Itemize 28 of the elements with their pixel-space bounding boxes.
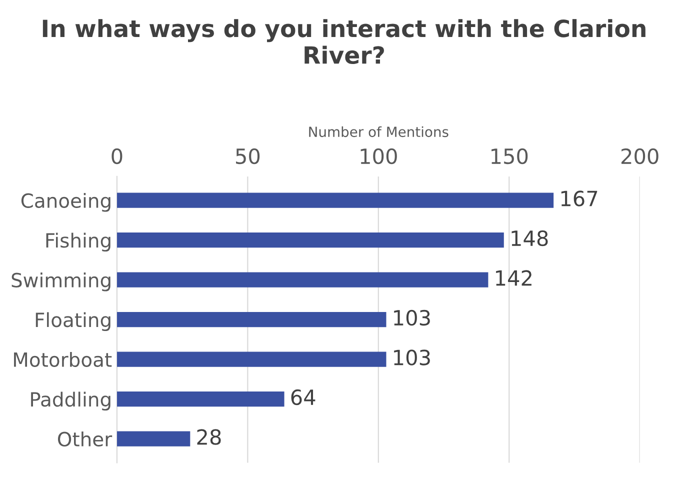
x-tick-label: 150 — [492, 148, 528, 164]
bar — [116, 312, 386, 328]
data-label: 103 — [394, 350, 430, 366]
y-tick-label: Floating — [36, 312, 110, 332]
data-label: 28 — [197, 429, 221, 445]
bar — [116, 272, 488, 288]
x-axis-title: Number of Mentions — [309, 126, 448, 138]
bar — [116, 352, 386, 367]
data-label: 148 — [512, 230, 548, 246]
bar — [116, 431, 190, 446]
y-tick-label: Swimming — [12, 272, 110, 292]
data-label: 103 — [394, 310, 430, 326]
x-tick-label: 0 — [112, 148, 122, 164]
y-tick-label: Paddling — [31, 392, 110, 411]
y-tick-label: Canoeing — [21, 192, 110, 212]
bar — [116, 232, 504, 248]
bar — [116, 192, 554, 208]
x-tick-label: 50 — [236, 148, 260, 164]
data-label: 142 — [496, 270, 532, 286]
bar — [116, 392, 284, 407]
data-label: 64 — [291, 389, 316, 406]
x-tick-label: 200 — [621, 148, 658, 164]
y-tick-label: Motorboat — [14, 352, 112, 368]
y-tick-label: Other — [58, 431, 112, 447]
x-tick-label: 100 — [360, 148, 397, 164]
chart-title: In what ways do you interact with the Clarion River? — [42, 19, 646, 64]
y-tick-label: Fishing — [46, 232, 110, 252]
data-label: 167 — [561, 190, 598, 206]
